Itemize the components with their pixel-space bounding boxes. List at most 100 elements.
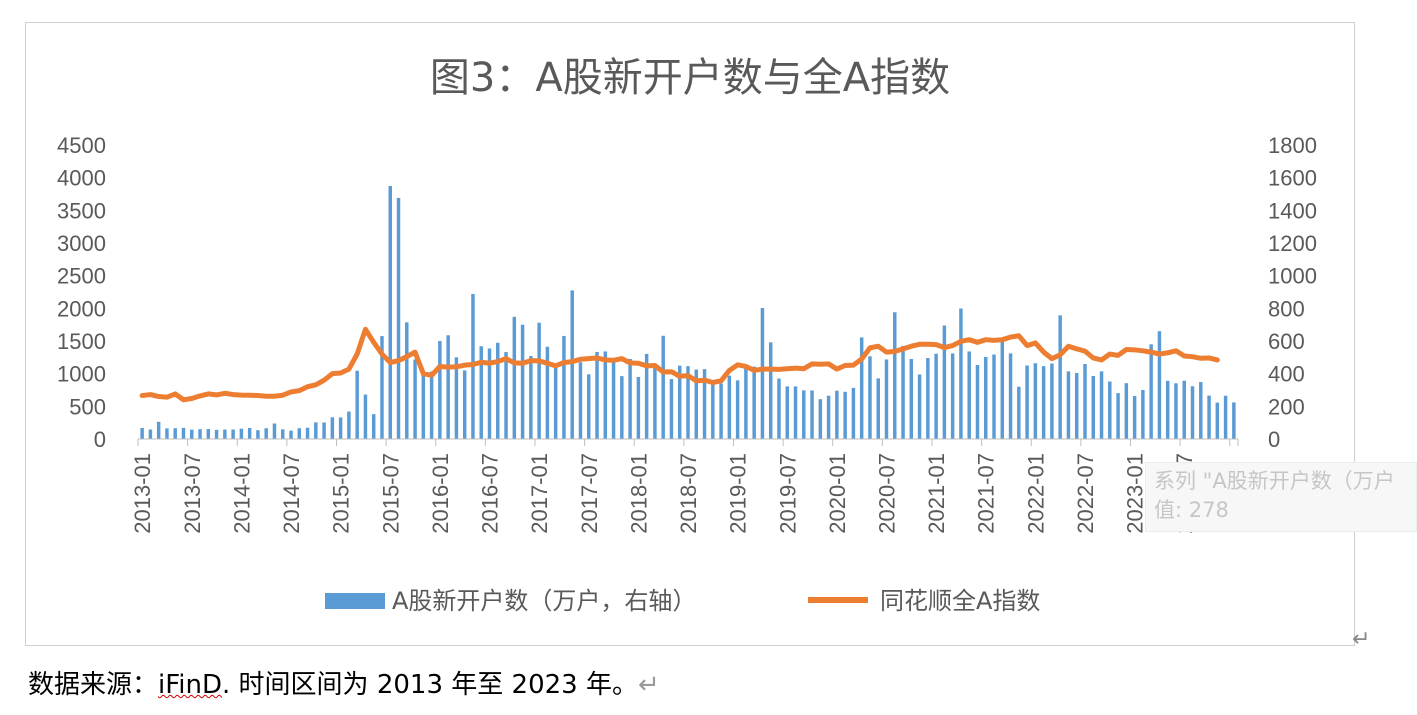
bar[interactable] <box>1157 331 1162 439</box>
bar[interactable] <box>231 429 235 439</box>
bar[interactable] <box>744 366 748 439</box>
bar[interactable] <box>504 352 508 439</box>
bar[interactable] <box>281 429 285 439</box>
bar[interactable] <box>843 391 847 439</box>
bar[interactable] <box>512 316 517 439</box>
bar[interactable] <box>1017 386 1021 439</box>
bar[interactable] <box>686 366 690 439</box>
bar[interactable] <box>454 357 459 439</box>
bar[interactable] <box>934 353 938 439</box>
bar[interactable] <box>520 324 525 439</box>
bar[interactable] <box>396 197 401 439</box>
bar[interactable] <box>587 374 591 439</box>
bar[interactable] <box>1165 380 1170 439</box>
bar[interactable] <box>735 380 740 439</box>
bar[interactable] <box>537 322 541 439</box>
bar[interactable] <box>330 417 335 439</box>
bar[interactable] <box>768 342 773 439</box>
bar[interactable] <box>1182 380 1186 439</box>
bar[interactable] <box>446 335 450 439</box>
bar[interactable] <box>595 351 599 439</box>
bar[interactable] <box>239 428 244 439</box>
bar[interactable] <box>1099 371 1104 439</box>
bar[interactable] <box>496 342 500 439</box>
bar[interactable] <box>156 421 161 439</box>
bar[interactable] <box>1223 395 1228 439</box>
bar[interactable] <box>355 370 359 439</box>
bar[interactable] <box>256 430 260 439</box>
bar[interactable] <box>570 290 574 439</box>
bar[interactable] <box>661 335 665 439</box>
bar[interactable] <box>1000 340 1005 439</box>
bar[interactable] <box>909 358 914 439</box>
bar[interactable] <box>413 359 417 439</box>
bar[interactable] <box>942 325 947 439</box>
bar[interactable] <box>967 351 971 439</box>
bar[interactable] <box>578 362 583 439</box>
bar[interactable] <box>893 312 897 439</box>
bar[interactable] <box>1124 383 1129 439</box>
bar[interactable] <box>371 414 376 439</box>
bar[interactable] <box>694 369 698 439</box>
bar[interactable] <box>603 351 608 439</box>
bar[interactable] <box>727 375 732 439</box>
bar[interactable] <box>1025 365 1029 440</box>
bar[interactable] <box>876 378 880 439</box>
bar[interactable] <box>1066 371 1071 439</box>
bar[interactable] <box>1215 402 1220 439</box>
bar[interactable] <box>884 359 889 439</box>
bar[interactable] <box>620 376 624 439</box>
bar[interactable] <box>173 428 177 439</box>
bar[interactable] <box>917 374 922 439</box>
bar[interactable] <box>487 348 492 439</box>
bar[interactable] <box>959 308 963 440</box>
bar[interactable] <box>644 353 649 439</box>
bar[interactable] <box>181 427 186 439</box>
bar[interactable] <box>140 428 144 439</box>
bar[interactable] <box>247 428 252 439</box>
bar[interactable] <box>438 341 442 439</box>
bar[interactable] <box>380 336 384 439</box>
bar[interactable] <box>421 372 426 439</box>
bar[interactable] <box>1041 366 1046 439</box>
bar[interactable] <box>338 417 343 439</box>
bar[interactable] <box>926 357 930 439</box>
bar[interactable] <box>950 353 955 439</box>
bar[interactable] <box>1174 383 1178 439</box>
bar[interactable] <box>859 337 864 439</box>
bar[interactable] <box>1141 390 1145 439</box>
bar[interactable] <box>975 365 980 439</box>
bar[interactable] <box>1132 396 1137 439</box>
bar[interactable] <box>785 386 789 439</box>
bar[interactable] <box>777 378 781 439</box>
bar[interactable] <box>198 429 202 439</box>
bar[interactable] <box>297 428 302 439</box>
bar[interactable] <box>206 429 211 439</box>
bar[interactable] <box>148 429 153 439</box>
bar[interactable] <box>702 369 707 439</box>
bar[interactable] <box>429 371 434 439</box>
bar[interactable] <box>190 429 194 439</box>
bar[interactable] <box>677 365 682 439</box>
bar[interactable] <box>1091 375 1095 439</box>
bar[interactable] <box>1083 364 1087 439</box>
bar[interactable] <box>545 346 550 439</box>
bar[interactable] <box>611 358 616 439</box>
bar[interactable] <box>347 411 351 439</box>
bar[interactable] <box>901 345 905 439</box>
bar[interactable] <box>1190 386 1195 439</box>
bar[interactable] <box>669 379 674 439</box>
bar[interactable] <box>363 394 368 439</box>
bar[interactable] <box>479 346 483 439</box>
bar[interactable] <box>719 383 723 439</box>
bar[interactable] <box>628 358 632 439</box>
bar[interactable] <box>810 390 814 439</box>
bar[interactable] <box>653 365 657 440</box>
bar[interactable] <box>760 308 765 439</box>
bar[interactable] <box>405 322 409 439</box>
bar[interactable] <box>289 430 293 439</box>
bar[interactable] <box>711 381 715 439</box>
bar[interactable] <box>1108 381 1112 439</box>
bar[interactable] <box>802 390 806 439</box>
bar[interactable] <box>826 395 831 439</box>
